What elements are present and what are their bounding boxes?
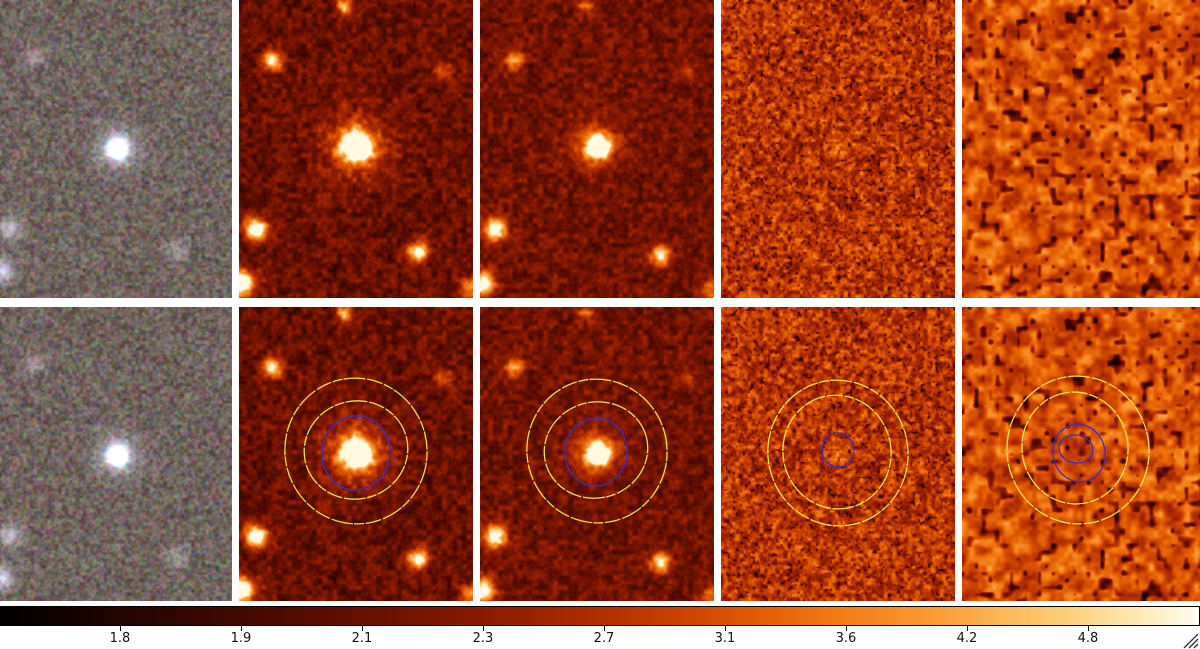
colorbar-tick (483, 626, 484, 631)
cutout-panel-band2-top (480, 0, 714, 298)
colorbar-tick-label: 1.9 (230, 631, 252, 646)
colorbar-tick (1088, 626, 1089, 631)
cutout-panel-band1-top (239, 0, 473, 298)
colorbar-tick (846, 626, 847, 631)
cutout-panel-band3-bottom (721, 307, 955, 601)
colorbar-tick (967, 626, 968, 631)
cutout-panel-band4-top (962, 0, 1200, 298)
colorbar-tick-label: 4.8 (1077, 631, 1099, 646)
colorbar-tick (241, 626, 242, 631)
colorbar-tick (725, 626, 726, 631)
colorbar-tick-label: 3.6 (835, 631, 857, 646)
cutout-panel-optical-top (0, 0, 232, 298)
cutout-panel-band2-bottom (480, 307, 714, 601)
colorbar-tick-label: 2.7 (593, 631, 615, 646)
cutout-panel-band3-top (721, 0, 955, 298)
colorbar-tick-label: 4.2 (956, 631, 978, 646)
colorbar (0, 606, 1200, 626)
colorbar-tick (604, 626, 605, 631)
colorbar-tick-label: 3.1 (714, 631, 736, 646)
colorbar-tick (120, 626, 121, 631)
cutout-panel-optical-bottom (0, 307, 232, 601)
colorbar-tick-label: 2.1 (351, 631, 373, 646)
colorbar-tick-label: 1.8 (109, 631, 131, 646)
cutout-panel-band4-bottom (962, 307, 1200, 601)
cutout-panel-band1-bottom (239, 307, 473, 601)
colorbar-tick (362, 626, 363, 631)
resize-grip-icon[interactable] (1182, 634, 1199, 649)
colorbar-tick-label: 2.3 (472, 631, 494, 646)
